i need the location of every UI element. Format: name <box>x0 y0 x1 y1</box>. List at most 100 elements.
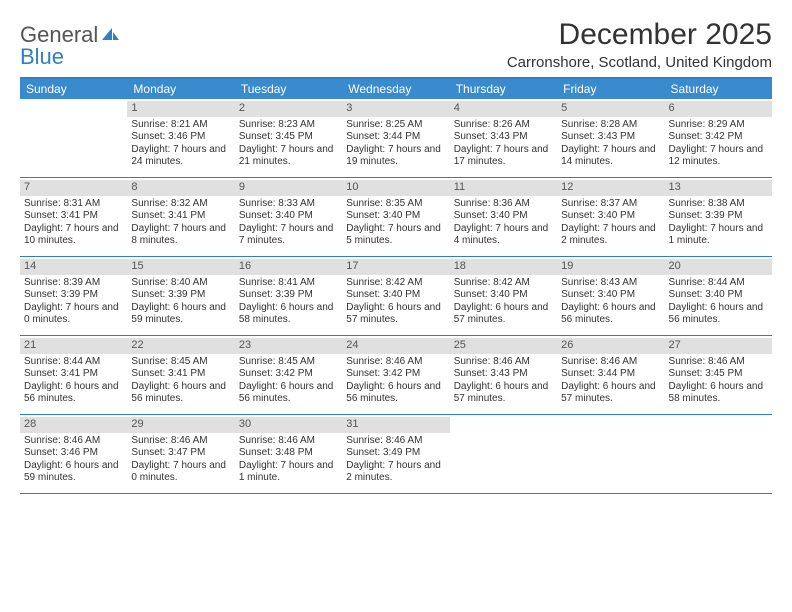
sunrise-text: Sunrise: 8:44 AM <box>669 277 768 290</box>
daylight-text: Daylight: 7 hours and 5 minutes. <box>346 223 445 248</box>
sunset-text: Sunset: 3:41 PM <box>131 368 230 381</box>
day-number: 29 <box>127 417 234 433</box>
daylight-text: Daylight: 7 hours and 0 minutes. <box>131 460 230 485</box>
daylight-text: Daylight: 6 hours and 56 minutes. <box>24 381 123 406</box>
day-number: 15 <box>127 259 234 275</box>
day-number <box>450 417 557 431</box>
sunrise-text: Sunrise: 8:26 AM <box>454 119 553 132</box>
week-row: 1Sunrise: 8:21 AMSunset: 3:46 PMDaylight… <box>20 99 772 178</box>
day-cell: 22Sunrise: 8:45 AMSunset: 3:41 PMDayligh… <box>127 336 234 414</box>
sunset-text: Sunset: 3:43 PM <box>454 131 553 144</box>
daylight-text: Daylight: 6 hours and 57 minutes. <box>454 302 553 327</box>
daylight-text: Daylight: 7 hours and 21 minutes. <box>239 144 338 169</box>
logo-word-blue: Blue <box>20 44 64 69</box>
daylight-text: Daylight: 6 hours and 59 minutes. <box>24 460 123 485</box>
day-number: 21 <box>20 338 127 354</box>
daylight-text: Daylight: 7 hours and 0 minutes. <box>24 302 123 327</box>
daylight-text: Daylight: 6 hours and 57 minutes. <box>561 381 660 406</box>
day-cell: 7Sunrise: 8:31 AMSunset: 3:41 PMDaylight… <box>20 178 127 256</box>
sunrise-text: Sunrise: 8:46 AM <box>24 435 123 448</box>
logo-line1: General <box>20 24 120 46</box>
day-header-tue: Tuesday <box>235 79 342 99</box>
sunset-text: Sunset: 3:48 PM <box>239 447 338 460</box>
sunset-text: Sunset: 3:40 PM <box>669 289 768 302</box>
sunset-text: Sunset: 3:42 PM <box>669 131 768 144</box>
sunrise-text: Sunrise: 8:40 AM <box>131 277 230 290</box>
sunrise-text: Sunrise: 8:42 AM <box>346 277 445 290</box>
sunset-text: Sunset: 3:44 PM <box>346 131 445 144</box>
daylight-text: Daylight: 7 hours and 19 minutes. <box>346 144 445 169</box>
day-number: 2 <box>235 101 342 117</box>
sunrise-text: Sunrise: 8:43 AM <box>561 277 660 290</box>
day-cell <box>557 415 664 493</box>
sunset-text: Sunset: 3:41 PM <box>24 210 123 223</box>
sunset-text: Sunset: 3:39 PM <box>669 210 768 223</box>
day-cell: 24Sunrise: 8:46 AMSunset: 3:42 PMDayligh… <box>342 336 449 414</box>
week-row: 14Sunrise: 8:39 AMSunset: 3:39 PMDayligh… <box>20 257 772 336</box>
day-number: 31 <box>342 417 449 433</box>
sunset-text: Sunset: 3:39 PM <box>239 289 338 302</box>
daylight-text: Daylight: 7 hours and 12 minutes. <box>669 144 768 169</box>
daylight-text: Daylight: 7 hours and 10 minutes. <box>24 223 123 248</box>
day-number: 23 <box>235 338 342 354</box>
day-header-wed: Wednesday <box>342 79 449 99</box>
day-number: 1 <box>127 101 234 117</box>
logo: General Blue <box>20 18 120 68</box>
day-cell: 27Sunrise: 8:46 AMSunset: 3:45 PMDayligh… <box>665 336 772 414</box>
day-number: 6 <box>665 101 772 117</box>
daylight-text: Daylight: 6 hours and 57 minutes. <box>454 381 553 406</box>
sunset-text: Sunset: 3:49 PM <box>346 447 445 460</box>
day-cell: 5Sunrise: 8:28 AMSunset: 3:43 PMDaylight… <box>557 99 664 177</box>
sunrise-text: Sunrise: 8:37 AM <box>561 198 660 211</box>
sunset-text: Sunset: 3:45 PM <box>239 131 338 144</box>
sunrise-text: Sunrise: 8:46 AM <box>346 356 445 369</box>
sunset-text: Sunset: 3:40 PM <box>561 289 660 302</box>
day-cell: 8Sunrise: 8:32 AMSunset: 3:41 PMDaylight… <box>127 178 234 256</box>
daylight-text: Daylight: 6 hours and 58 minutes. <box>669 381 768 406</box>
day-header-fri: Friday <box>557 79 664 99</box>
sunset-text: Sunset: 3:46 PM <box>24 447 123 460</box>
day-cell: 19Sunrise: 8:43 AMSunset: 3:40 PMDayligh… <box>557 257 664 335</box>
day-cell: 13Sunrise: 8:38 AMSunset: 3:39 PMDayligh… <box>665 178 772 256</box>
sunrise-text: Sunrise: 8:28 AM <box>561 119 660 132</box>
day-number: 7 <box>20 180 127 196</box>
sunset-text: Sunset: 3:40 PM <box>454 210 553 223</box>
day-cell: 2 Sunrise: 8:23 AMSunset: 3:45 PMDaylight… <box>235 99 342 177</box>
sunrise-text: Sunrise: 8:29 AM <box>669 119 768 132</box>
day-cell <box>450 415 557 493</box>
day-number: 19 <box>557 259 664 275</box>
day-cell: 28Sunrise: 8:46 AMSunset: 3:46 PMDayligh… <box>20 415 127 493</box>
daylight-text: Daylight: 6 hours and 56 minutes. <box>131 381 230 406</box>
sunrise-text: Sunrise: 8:41 AM <box>239 277 338 290</box>
sunrise-text: Sunrise: 8:35 AM <box>346 198 445 211</box>
page-title: December 2025 <box>507 18 772 52</box>
sunset-text: Sunset: 3:40 PM <box>561 210 660 223</box>
sunrise-text: Sunrise: 8:46 AM <box>239 435 338 448</box>
calendar-page: General Blue December 2025 Carronshore, … <box>0 0 792 512</box>
sunrise-text: Sunrise: 8:46 AM <box>454 356 553 369</box>
daylight-text: Daylight: 7 hours and 4 minutes. <box>454 223 553 248</box>
header-row: General Blue December 2025 Carronshore, … <box>20 18 772 71</box>
day-header-thu: Thursday <box>450 79 557 99</box>
sunset-text: Sunset: 3:41 PM <box>131 210 230 223</box>
day-header-row: Sunday Monday Tuesday Wednesday Thursday… <box>20 79 772 99</box>
daylight-text: Daylight: 6 hours and 59 minutes. <box>131 302 230 327</box>
logo-text-block: General Blue <box>20 24 120 68</box>
sunrise-text: Sunrise: 8:44 AM <box>24 356 123 369</box>
daylight-text: Daylight: 7 hours and 7 minutes. <box>239 223 338 248</box>
day-cell: 31Sunrise: 8:46 AMSunset: 3:49 PMDayligh… <box>342 415 449 493</box>
sunrise-text: Sunrise: 8:46 AM <box>131 435 230 448</box>
sunrise-text: Sunrise: 8:46 AM <box>669 356 768 369</box>
day-cell: 18Sunrise: 8:42 AMSunset: 3:40 PMDayligh… <box>450 257 557 335</box>
daylight-text: Daylight: 7 hours and 1 minute. <box>669 223 768 248</box>
location-subtitle: Carronshore, Scotland, United Kingdom <box>507 54 772 71</box>
sunrise-text: Sunrise: 8:23 AM <box>239 119 338 132</box>
daylight-text: Daylight: 6 hours and 58 minutes. <box>239 302 338 327</box>
day-number: 8 <box>127 180 234 196</box>
day-number: 26 <box>557 338 664 354</box>
day-number: 24 <box>342 338 449 354</box>
day-number: 9 <box>235 180 342 196</box>
day-number: 20 <box>665 259 772 275</box>
sunset-text: Sunset: 3:46 PM <box>131 131 230 144</box>
sunrise-text: Sunrise: 8:36 AM <box>454 198 553 211</box>
